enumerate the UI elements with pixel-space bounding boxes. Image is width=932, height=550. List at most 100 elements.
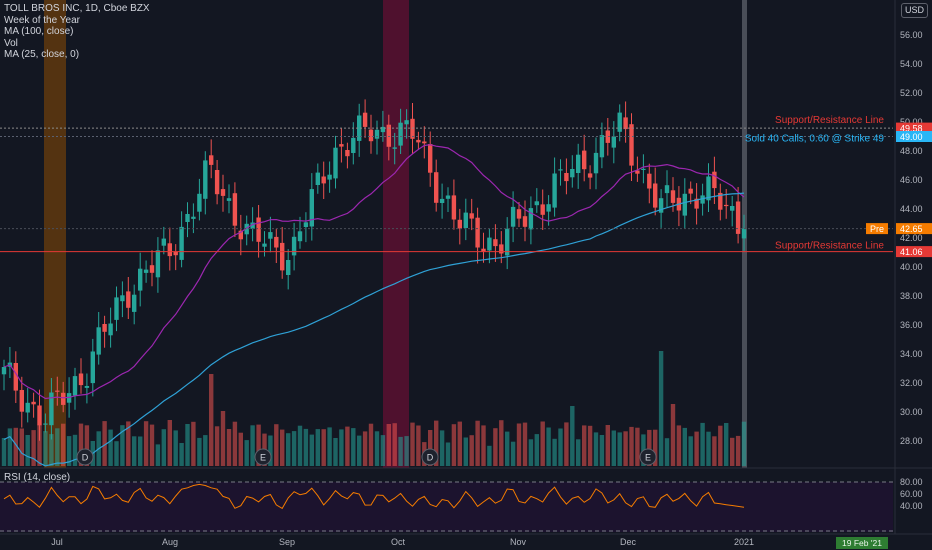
volume-bar: [108, 429, 113, 466]
candle-body: [280, 242, 285, 271]
event-marker-label: D: [82, 453, 89, 463]
volume-bar: [286, 433, 291, 466]
volume-bar: [238, 432, 243, 466]
symbol-title[interactable]: TOLL BROS INC, 1D, Cboe BZX: [4, 3, 150, 14]
indicator-week-of-year[interactable]: Week of the Year: [4, 14, 80, 26]
indicator-ma25[interactable]: MA (25, close, 0): [4, 49, 80, 60]
volume-bar: [120, 425, 125, 466]
candle-body: [61, 392, 66, 405]
volume-bar: [540, 421, 545, 466]
candle-body: [315, 172, 320, 185]
volume-bar: [114, 441, 119, 466]
volume-bar: [102, 421, 107, 466]
candle-body: [481, 248, 486, 252]
candle-body: [712, 171, 717, 189]
candle-body: [653, 183, 658, 208]
price-axis-label: 50.00: [900, 117, 923, 127]
candle-body: [451, 195, 457, 220]
candle-body: [522, 216, 528, 227]
volume-bar: [374, 431, 380, 466]
candle-body: [179, 226, 184, 260]
candle-body: [49, 392, 54, 426]
volume-bar: [605, 425, 610, 466]
candle-body: [84, 386, 90, 388]
candle-body: [114, 297, 119, 320]
volume-bar: [658, 351, 664, 466]
price-axis-label: 56.00: [900, 30, 923, 40]
candle-body: [368, 129, 374, 142]
candle-body: [404, 120, 409, 125]
volume-bar: [505, 431, 510, 466]
volume-bar: [303, 428, 309, 466]
candle-body: [232, 193, 238, 226]
volume-bar: [552, 438, 557, 466]
rsi-axis-label: 60.00: [900, 489, 923, 499]
candle-body: [173, 251, 178, 256]
candle-body: [13, 363, 18, 391]
volume-bar: [138, 436, 143, 466]
volume-bar: [688, 436, 693, 466]
volume-bar: [55, 428, 60, 466]
candle-body: [108, 323, 113, 336]
time-axis-label: 2021: [734, 537, 754, 547]
volume-bar: [712, 436, 717, 466]
resistance-annotation: Support/Resistance Line: [775, 115, 884, 126]
price-axis-label: 46.00: [900, 175, 923, 185]
volume-bar: [647, 429, 652, 466]
currency-button[interactable]: USD: [901, 3, 928, 18]
volume-bar: [362, 431, 368, 466]
volume-bar: [291, 431, 297, 466]
candle-body: [493, 239, 498, 247]
rsi-title[interactable]: RSI (14, close): [4, 472, 71, 483]
candle-body: [96, 327, 101, 355]
week-highlight-band: [44, 0, 66, 468]
indicator-ma100[interactable]: MA (100, close): [4, 26, 74, 37]
volume-bar: [516, 423, 522, 466]
candle-body: [611, 136, 616, 148]
candle-body: [120, 295, 125, 302]
volume-bar: [161, 429, 166, 466]
time-axis-label: Aug: [162, 537, 178, 547]
candle-body: [694, 198, 699, 209]
candle-body: [380, 126, 386, 133]
volume-bar: [410, 422, 415, 466]
volume-bar: [84, 425, 90, 466]
candle-body: [303, 222, 309, 227]
volume-bar: [576, 439, 581, 466]
volume-bar: [31, 430, 36, 466]
candle-body: [398, 122, 403, 146]
time-axis-label: Sep: [279, 537, 295, 547]
volume-bar: [167, 420, 172, 466]
volume-bar: [19, 428, 24, 466]
volume-bar: [49, 434, 54, 466]
volume-bar: [664, 438, 670, 466]
volume-bar: [481, 425, 486, 466]
candle-body: [570, 169, 575, 178]
support-annotation: Support/Resistance Line: [775, 241, 884, 252]
event-marker: [421, 448, 439, 466]
volume-bar: [451, 424, 457, 466]
price-axis-label: 52.00: [900, 88, 923, 98]
strike-price-tag-bg: [896, 131, 932, 142]
price-axis-label: 30.00: [900, 407, 923, 417]
volume-bar: [333, 438, 338, 466]
volume-bar: [226, 429, 232, 466]
volume-bar: [629, 426, 634, 466]
volume-bar: [528, 439, 534, 466]
volume-bar: [155, 444, 161, 466]
volume-bar: [220, 411, 226, 466]
candle-body: [357, 115, 362, 141]
candle-body: [475, 217, 480, 248]
volume-bar: [280, 429, 285, 466]
volume-bar: [582, 425, 587, 466]
ma25-line: [3, 144, 745, 400]
candle-body: [197, 193, 202, 212]
candle-body: [700, 195, 705, 204]
candle-body: [741, 228, 747, 239]
volume-bar: [428, 430, 433, 466]
indicator-volume[interactable]: Vol: [4, 37, 18, 49]
rsi-line: [3, 483, 745, 510]
candle-body: [682, 193, 687, 216]
candle-body: [664, 185, 670, 194]
